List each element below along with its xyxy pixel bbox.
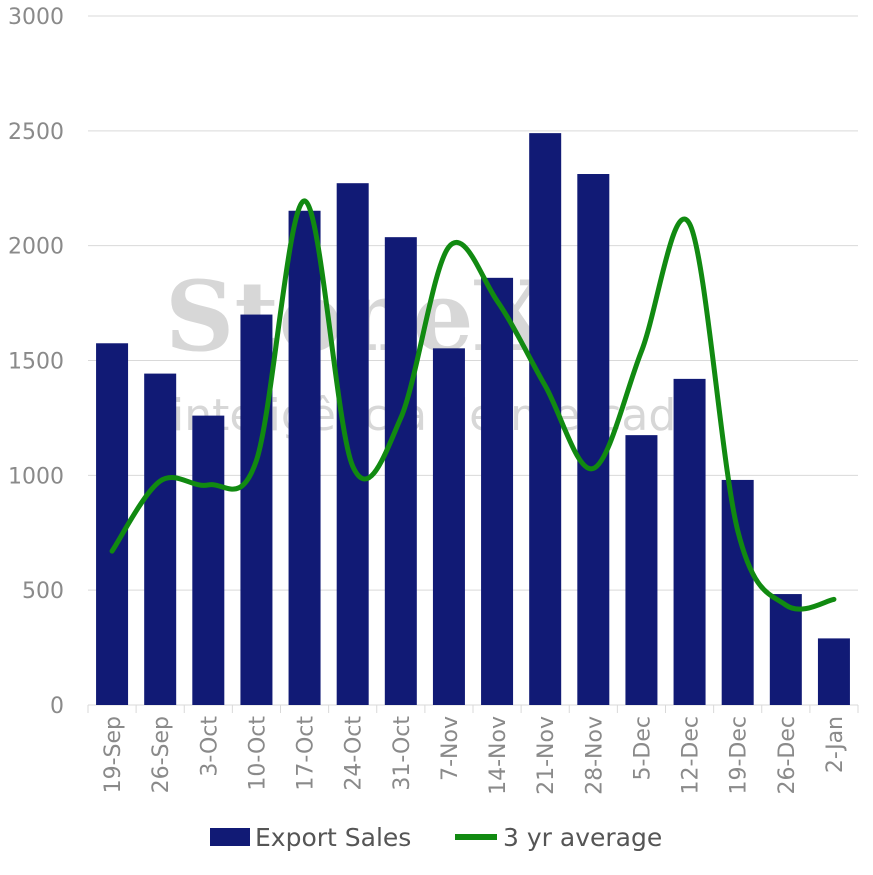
line-series — [109, 198, 837, 612]
x-tick-label: 10-Oct — [245, 716, 270, 791]
bar — [336, 183, 369, 705]
bar — [673, 378, 706, 705]
y-tick-label: 0 — [50, 694, 64, 719]
bar — [96, 343, 129, 705]
x-tick-label: 7-Nov — [438, 716, 463, 781]
x-axis-ticks: 19-Sep 26-Sep 3-Oct 10-Oct 17-Oct 24-Oct 31-Oc… — [87, 705, 859, 795]
bar — [577, 174, 610, 705]
x-tick-label: 26-Sep — [149, 716, 174, 793]
y-tick-label: 2500 — [8, 120, 64, 145]
x-tick-label: 24-Oct — [342, 716, 367, 791]
legend-line-label: 3 yr average — [503, 823, 662, 852]
y-axis-ticks: 0 500 1000 1500 2000 2500 3000 — [8, 5, 64, 719]
x-tick-label: 14-Nov — [486, 716, 511, 795]
series-line — [109, 198, 837, 612]
bar-series — [96, 133, 850, 706]
y-tick-label: 1500 — [8, 350, 64, 375]
y-tick-label: 1000 — [8, 464, 64, 489]
bar — [721, 479, 754, 705]
x-tick-label: 28-Nov — [582, 716, 607, 795]
y-tick-label: 3000 — [8, 5, 64, 30]
bar — [144, 373, 177, 705]
x-tick-label: 26-Dec — [775, 716, 800, 795]
legend-bar-label: Export Sales — [255, 823, 411, 852]
bar — [384, 237, 417, 705]
bar — [481, 277, 514, 705]
x-tick-label: 2-Jan — [823, 716, 848, 773]
bar — [192, 415, 225, 705]
bar — [432, 348, 465, 705]
bar — [769, 594, 802, 705]
legend-bar-swatch — [210, 828, 250, 846]
x-tick-label: 21-Nov — [534, 716, 559, 795]
x-tick-label: 3-Oct — [197, 716, 222, 777]
y-tick-label: 2000 — [8, 235, 64, 260]
x-tick-label: 31-Oct — [390, 716, 415, 791]
x-tick-label: 19-Sep — [101, 716, 126, 793]
bar — [288, 210, 321, 706]
y-tick-label: 500 — [22, 579, 64, 604]
bar — [817, 638, 850, 705]
x-tick-label: 5-Dec — [630, 716, 655, 781]
bar — [529, 133, 562, 705]
bar — [625, 435, 658, 705]
bar — [240, 314, 273, 705]
legend: Export Sales 3 yr average — [210, 823, 662, 852]
x-tick-label: 12-Dec — [679, 716, 704, 795]
x-tick-label: 19-Dec — [727, 716, 752, 795]
x-tick-label: 17-Oct — [294, 716, 319, 791]
